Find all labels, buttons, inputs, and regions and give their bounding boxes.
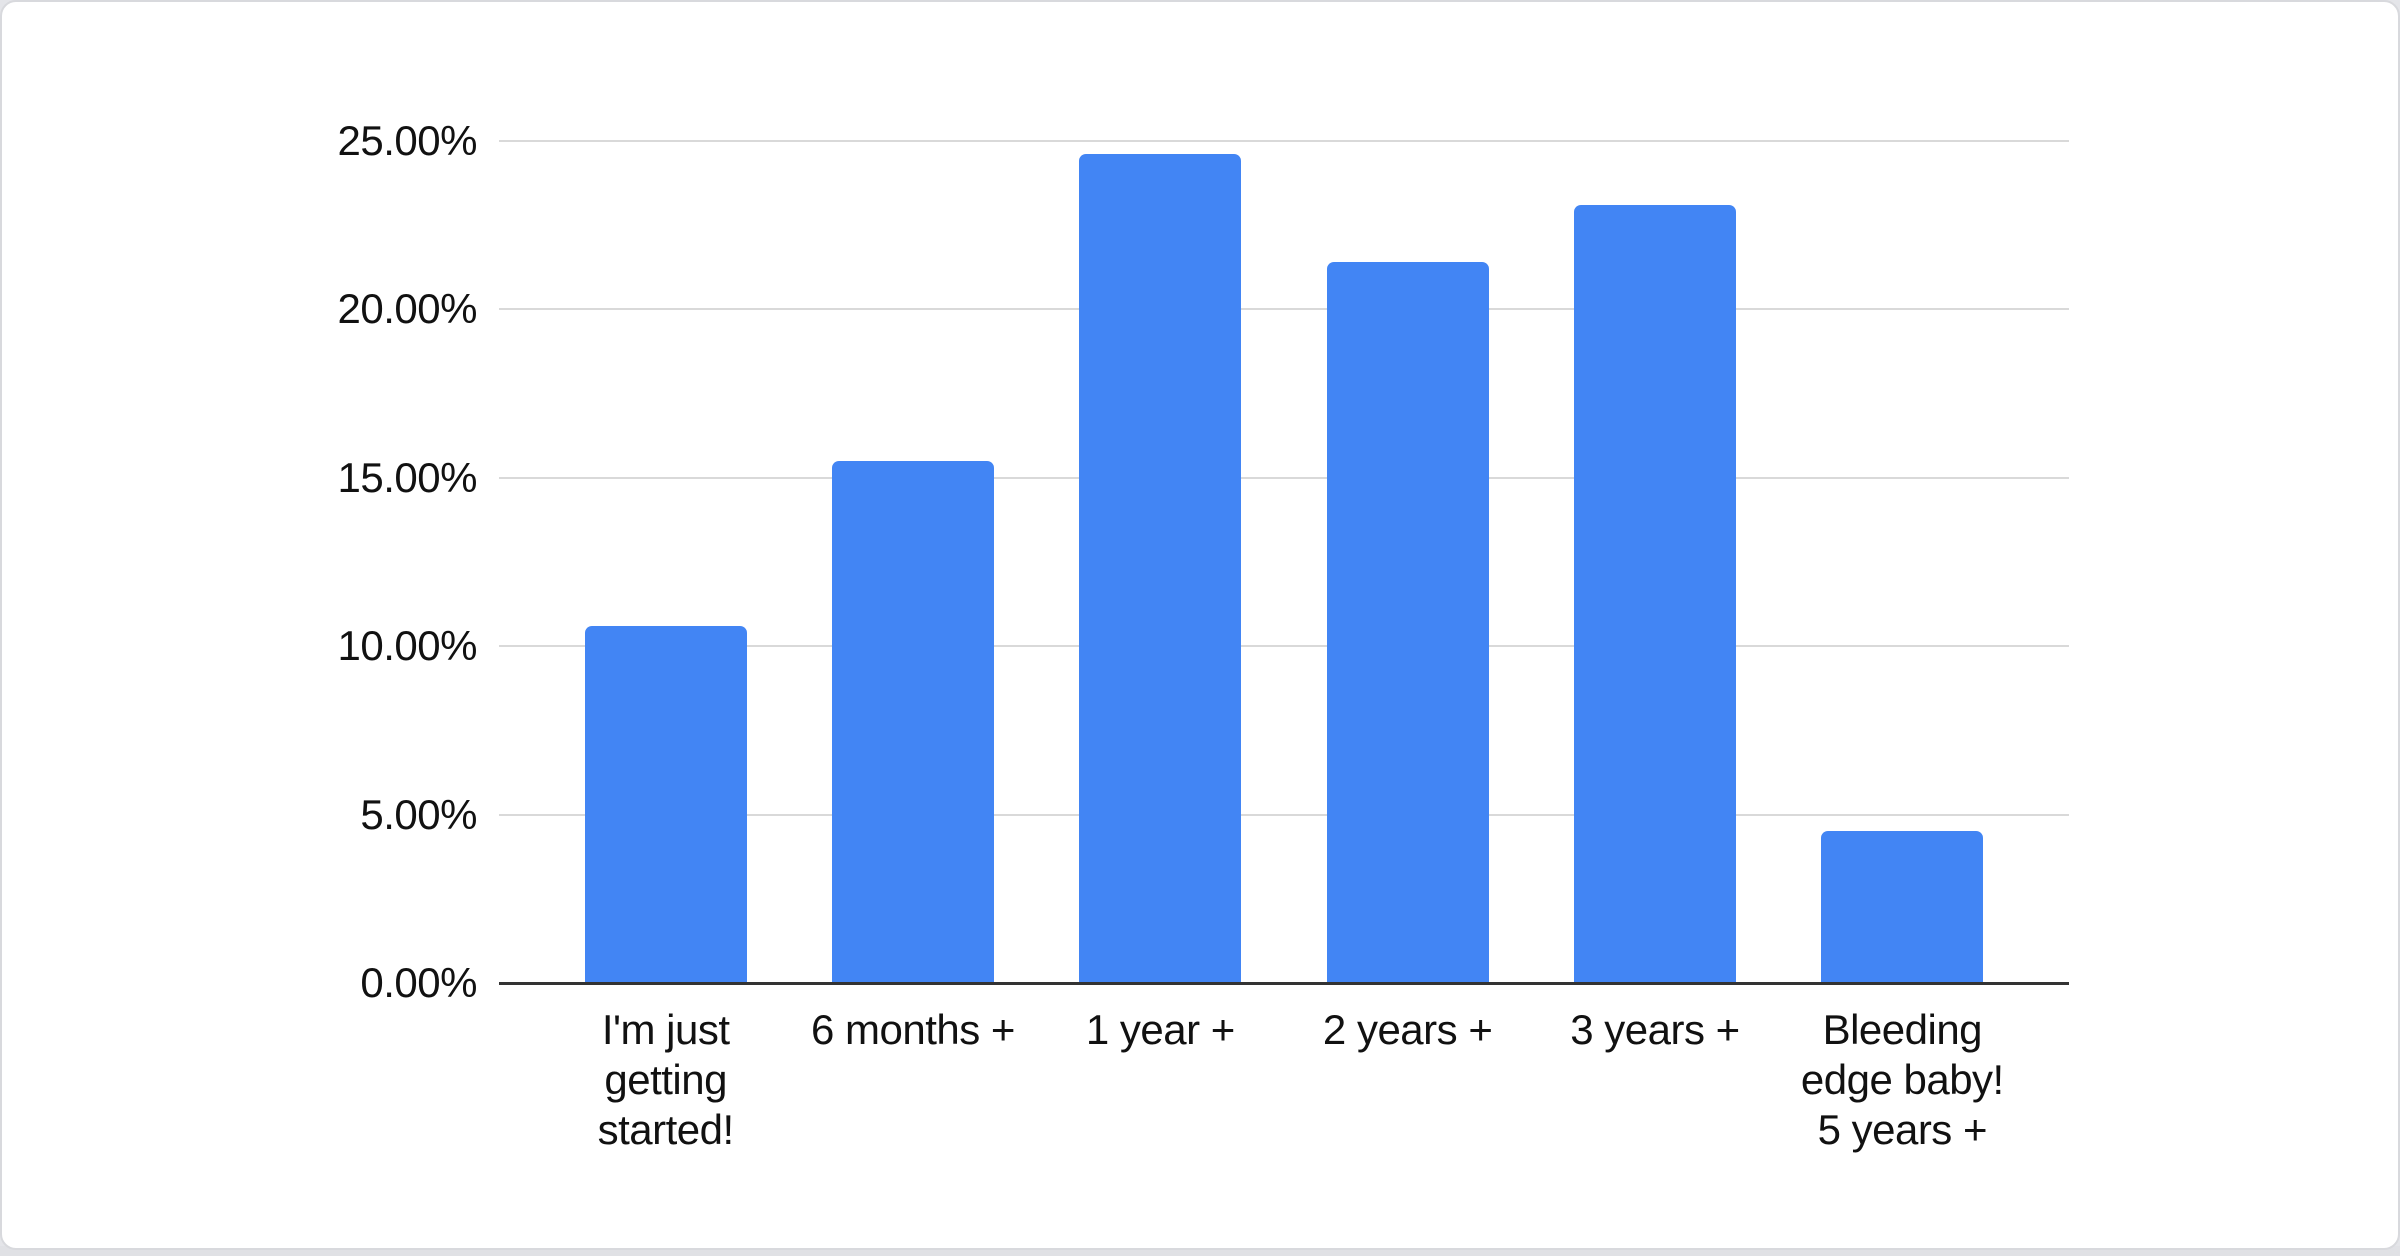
x-axis-line xyxy=(499,982,2069,985)
y-tick-label: 10.00% xyxy=(337,622,478,670)
bar-4[interactable] xyxy=(1326,262,1489,983)
bar-slot xyxy=(1531,141,1778,983)
bar-slot xyxy=(1037,141,1284,983)
y-tick-label: 20.00% xyxy=(337,285,478,333)
bars-row xyxy=(499,141,2069,983)
x-label-slot: 3 years + xyxy=(1531,1005,1778,1155)
bar-3[interactable] xyxy=(1079,154,1242,983)
x-label-slot: 1 year + xyxy=(1037,1005,1284,1155)
y-tick-label: 15.00% xyxy=(337,453,478,501)
y-gridline xyxy=(499,645,2069,648)
x-label-slot: Bleeding edge baby! 5 years + xyxy=(1779,1005,2026,1155)
x-category-label: I'm just getting started! xyxy=(597,1006,735,1153)
x-category-label: 2 years + xyxy=(1322,1006,1493,1053)
x-label-slot: 2 years + xyxy=(1284,1005,1531,1155)
bar-1[interactable] xyxy=(584,626,747,983)
bar-5[interactable] xyxy=(1573,205,1736,983)
x-category-label: 1 year + xyxy=(1085,1006,1235,1053)
x-category-label: 3 years + xyxy=(1570,1006,1740,1053)
x-label-slot: I'm just getting started! xyxy=(542,1005,789,1155)
bar-6[interactable] xyxy=(1821,831,1984,983)
y-tick-label: 0.00% xyxy=(360,959,477,1006)
bar-slot xyxy=(1779,141,2026,983)
y-gridline xyxy=(499,140,2069,142)
page-background-strip xyxy=(0,1246,2400,1256)
y-tick-label: 25.00% xyxy=(337,117,478,164)
y-tick-label: 5.00% xyxy=(360,790,477,838)
x-label-slot: 6 months + xyxy=(789,1005,1036,1155)
bar-2[interactable] xyxy=(831,461,994,983)
bar-slot xyxy=(789,141,1036,983)
bar-slot xyxy=(542,141,789,983)
x-labels-row: I'm just getting started! 6 months + 1 yea… xyxy=(499,1005,2069,1155)
x-category-label: 6 months + xyxy=(811,1006,1015,1053)
y-gridline xyxy=(499,476,2069,479)
y-gridline xyxy=(499,813,2069,816)
y-gridline xyxy=(499,308,2069,311)
x-category-label: Bleeding edge baby! 5 years + xyxy=(1800,1006,2004,1153)
bar-slot xyxy=(1284,141,1531,983)
